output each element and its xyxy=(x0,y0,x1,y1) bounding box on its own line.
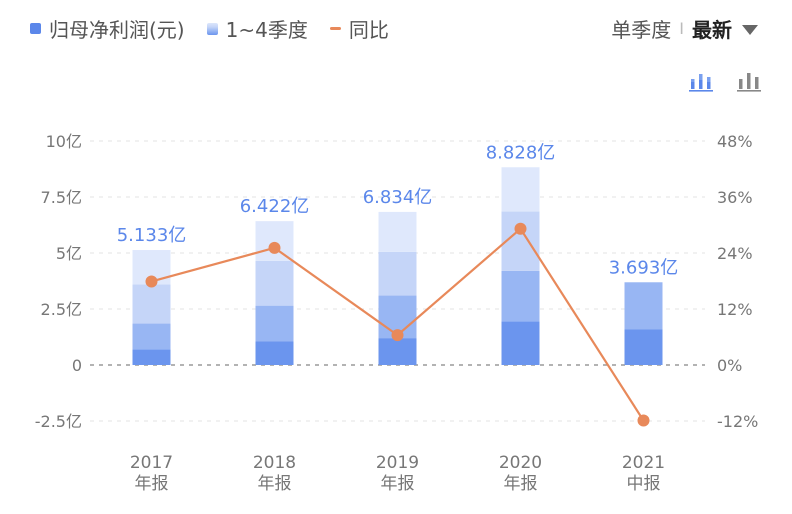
x-axis-tick-label: 2019 xyxy=(376,453,419,473)
y-axis-left-tick-label: 7.5亿 xyxy=(41,188,82,207)
y-axis-right-tick-label: 24% xyxy=(717,244,753,263)
legend-item-quarters[interactable]: 1~4季度 xyxy=(206,14,308,43)
y-axis-right-tick-label: 12% xyxy=(717,300,753,319)
y-axis-right-tick-label: -12% xyxy=(717,412,758,431)
x-axis-tick-label: 年报 xyxy=(504,474,538,494)
bar-total-label: 3.693亿 xyxy=(609,257,679,278)
bar-segment xyxy=(255,221,294,261)
y-axis-right-tick-label: 0% xyxy=(717,356,742,375)
x-axis-tick-label: 年报 xyxy=(381,474,415,494)
bar-chart-icon[interactable] xyxy=(736,70,762,92)
x-axis-tick-label: 2021 xyxy=(622,453,665,473)
yoy-point xyxy=(637,414,650,427)
y-axis-left-tick-label: 2.5亿 xyxy=(41,300,82,319)
bar-total-label: 6.834亿 xyxy=(363,187,433,208)
y-axis-left-tick-label: 10亿 xyxy=(46,132,82,151)
bar-total-label: 6.422亿 xyxy=(240,196,310,217)
x-axis-tick-label: 2018 xyxy=(253,453,296,473)
y-axis-left-tick-label: 0 xyxy=(72,356,82,375)
bar-segment xyxy=(255,260,294,306)
chart-view-toggles xyxy=(688,70,762,92)
bar-segment xyxy=(378,211,417,252)
net-profit-swatch xyxy=(30,23,41,34)
bar-segment xyxy=(624,329,663,365)
y-axis-right-tick-label: 48% xyxy=(717,132,753,151)
chevron-down-icon[interactable] xyxy=(742,24,758,35)
bar-segment xyxy=(501,321,540,365)
legend-label-quarters: 1~4季度 xyxy=(225,18,308,42)
period-option-latest[interactable]: 最新 xyxy=(692,18,732,42)
bar-total-label: 5.133亿 xyxy=(117,225,187,246)
y-axis-left-tick-label: 5亿 xyxy=(56,244,82,263)
bar-segment xyxy=(132,323,171,350)
stacked-bar-chart-icon[interactable] xyxy=(688,70,714,92)
bar-segment xyxy=(624,282,663,330)
bar-total-label: 8.828亿 xyxy=(486,142,556,163)
x-axis-tick-label: 2017 xyxy=(130,453,173,473)
quarters-swatch xyxy=(206,22,218,35)
x-axis-tick-label: 年报 xyxy=(258,474,292,494)
x-axis-tick-label: 中报 xyxy=(627,474,661,494)
yoy-point xyxy=(145,275,158,288)
y-axis-right-tick-label: 36% xyxy=(717,188,753,207)
x-axis-tick-label: 2020 xyxy=(499,453,542,473)
bar-segment xyxy=(132,284,171,324)
legend-item-yoy[interactable]: 同比 xyxy=(329,14,389,43)
yoy-point xyxy=(391,329,404,342)
period-option-quarterly[interactable]: 单季度 xyxy=(611,18,672,42)
yoy-point xyxy=(268,241,281,254)
legend-label-net-profit: 归母净利润(元) xyxy=(49,18,185,42)
legend-item-net-profit[interactable]: 归母净利润(元) xyxy=(30,14,185,43)
bar-segment xyxy=(255,341,294,365)
yoy-swatch xyxy=(329,27,341,30)
bar-segment xyxy=(501,270,540,322)
bar-segment xyxy=(378,251,417,296)
bar-segment xyxy=(501,167,540,212)
legend-label-yoy: 同比 xyxy=(348,18,389,42)
y-axis-left-tick-label: -2.5亿 xyxy=(35,412,82,431)
bar-segment xyxy=(132,349,171,365)
bar-segment xyxy=(501,211,540,271)
x-axis-tick-label: 年报 xyxy=(135,474,169,494)
period-separator: I xyxy=(679,19,684,38)
yoy-point xyxy=(514,222,527,235)
bar-segment xyxy=(255,305,294,342)
chart-legend: 归母净利润(元) 1~4季度 同比 xyxy=(30,14,389,43)
period-selector: 单季度 I 最新 xyxy=(611,14,758,43)
bar-segment xyxy=(378,338,417,365)
